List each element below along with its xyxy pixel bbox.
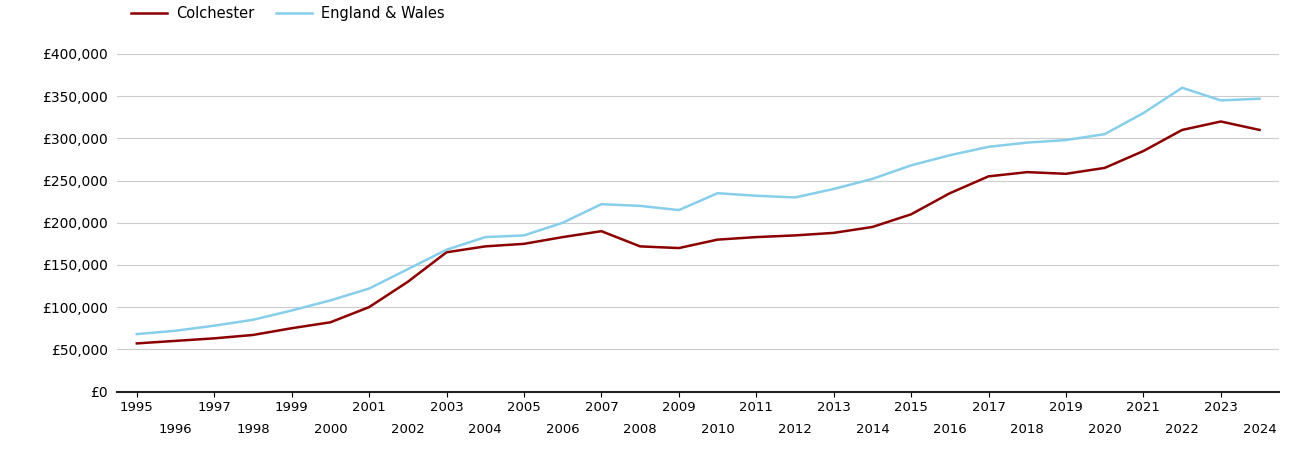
Colchester xyxy=(1251,127,1267,133)
Colchester xyxy=(361,304,377,310)
Colchester xyxy=(1058,171,1074,176)
Colchester xyxy=(1135,148,1151,154)
England & Wales xyxy=(1251,96,1267,101)
Colchester xyxy=(555,234,570,240)
Colchester xyxy=(981,174,997,179)
Legend: Colchester, England & Wales: Colchester, England & Wales xyxy=(125,0,450,27)
Colchester xyxy=(1096,165,1112,171)
Colchester xyxy=(671,245,686,251)
England & Wales xyxy=(671,207,686,213)
England & Wales xyxy=(1212,98,1228,103)
Colchester xyxy=(594,229,609,234)
England & Wales xyxy=(632,203,647,208)
England & Wales xyxy=(1135,110,1151,116)
Line: England & Wales: England & Wales xyxy=(137,88,1259,334)
England & Wales xyxy=(981,144,997,149)
Colchester xyxy=(438,250,454,255)
Colchester xyxy=(245,332,261,338)
Colchester xyxy=(865,224,881,230)
England & Wales xyxy=(865,176,881,181)
England & Wales xyxy=(942,153,958,158)
England & Wales xyxy=(1019,140,1035,145)
England & Wales xyxy=(1058,137,1074,143)
Colchester xyxy=(710,237,726,242)
Colchester xyxy=(478,243,493,249)
England & Wales xyxy=(129,331,145,337)
England & Wales xyxy=(594,202,609,207)
England & Wales xyxy=(517,233,532,238)
England & Wales xyxy=(438,247,454,252)
Colchester xyxy=(399,279,415,284)
Line: Colchester: Colchester xyxy=(137,122,1259,343)
England & Wales xyxy=(787,195,803,200)
England & Wales xyxy=(555,220,570,225)
Colchester xyxy=(1212,119,1228,124)
Colchester xyxy=(322,320,338,325)
England & Wales xyxy=(1174,85,1190,90)
England & Wales xyxy=(748,193,763,198)
England & Wales xyxy=(206,323,222,328)
Colchester xyxy=(942,190,958,196)
England & Wales xyxy=(1096,131,1112,137)
Colchester xyxy=(632,243,647,249)
England & Wales xyxy=(399,266,415,272)
Colchester xyxy=(129,341,145,346)
Colchester xyxy=(283,325,299,331)
England & Wales xyxy=(826,186,842,192)
England & Wales xyxy=(245,317,261,323)
England & Wales xyxy=(322,298,338,303)
Colchester xyxy=(903,212,919,217)
England & Wales xyxy=(710,190,726,196)
Colchester xyxy=(748,234,763,240)
Colchester xyxy=(1174,127,1190,133)
Colchester xyxy=(1019,169,1035,175)
England & Wales xyxy=(903,163,919,168)
Colchester xyxy=(826,230,842,236)
Colchester xyxy=(517,241,532,247)
Colchester xyxy=(787,233,803,238)
England & Wales xyxy=(361,286,377,291)
England & Wales xyxy=(168,328,184,333)
Colchester xyxy=(168,338,184,344)
England & Wales xyxy=(478,234,493,240)
England & Wales xyxy=(283,308,299,313)
Colchester xyxy=(206,336,222,341)
